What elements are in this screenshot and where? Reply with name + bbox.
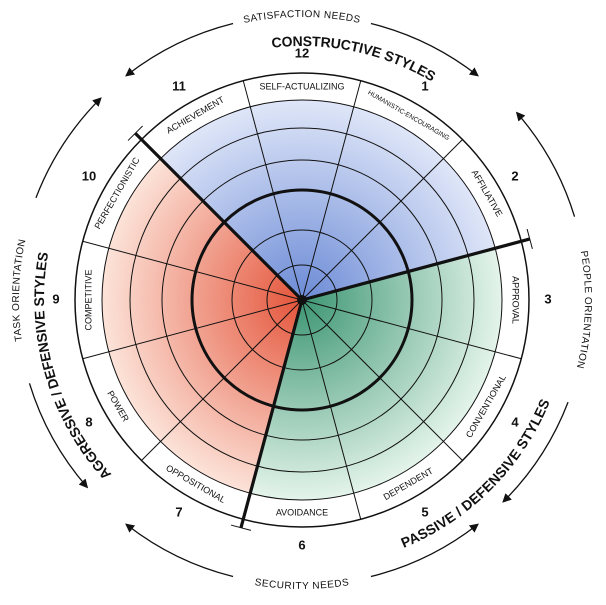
divider (242, 80, 303, 301)
needs-label-text: TASK ORIENTATION (11, 238, 28, 342)
center-dot (297, 295, 307, 305)
ring (231, 229, 373, 371)
needs-arrow (125, 523, 234, 578)
style-number: 8 (85, 414, 92, 429)
style-number: 9 (52, 291, 59, 306)
cluster-boundary (133, 131, 304, 302)
needs-label: PEOPLE ORIENTATION (574, 250, 593, 370)
cluster-sector (160, 100, 496, 301)
divider (82, 240, 303, 301)
needs-arrow (125, 22, 234, 77)
needs-label: TASK ORIENTATION (11, 238, 28, 342)
style-number: 1 (421, 78, 428, 93)
bold-ring (190, 188, 414, 412)
style-label: SELF-ACTUALIZING (259, 81, 344, 91)
divider (301, 299, 463, 461)
style-number: 6 (298, 537, 305, 552)
ring (161, 159, 443, 441)
style-number: 2 (511, 168, 518, 183)
ring (266, 264, 338, 336)
needs-arrow (35, 97, 102, 199)
style-label: APPROVAL (511, 276, 521, 324)
style-number: 10 (82, 168, 96, 183)
needs-label-text: SECURITY NEEDS (254, 577, 350, 592)
style-number: 5 (421, 504, 428, 519)
style-number: 12 (295, 45, 309, 60)
style-number: 11 (172, 78, 186, 93)
boundary-tick (127, 125, 143, 141)
style-number: 3 (544, 291, 551, 306)
divider (301, 299, 522, 360)
needs-arrow (502, 401, 569, 503)
needs-label: SECURITY NEEDS (254, 577, 350, 592)
boundary-tick (526, 228, 533, 250)
boundary-tick (230, 524, 252, 531)
style-number: 4 (511, 414, 519, 429)
divider (301, 80, 362, 301)
cluster-boundary (239, 299, 304, 529)
ring (129, 127, 475, 473)
cluster-sector (102, 158, 302, 494)
cluster-boundary (301, 237, 531, 302)
style-label: COMPETITIVE (83, 269, 93, 330)
style-number: 7 (175, 504, 182, 519)
needs-label: SATISFACTION NEEDS (242, 9, 361, 26)
divider (141, 299, 303, 461)
ring (101, 99, 503, 501)
divider (301, 139, 463, 301)
needs-arrow (515, 111, 576, 217)
divider (301, 299, 362, 520)
style-label: AVOIDANCE (276, 507, 328, 517)
needs-label-text: PEOPLE ORIENTATION (574, 250, 593, 370)
needs-arrow (370, 523, 479, 578)
needs-arrow (370, 22, 479, 77)
divider (82, 299, 303, 360)
needs-arrow (28, 383, 89, 489)
needs-label-text: SATISFACTION NEEDS (242, 9, 361, 26)
